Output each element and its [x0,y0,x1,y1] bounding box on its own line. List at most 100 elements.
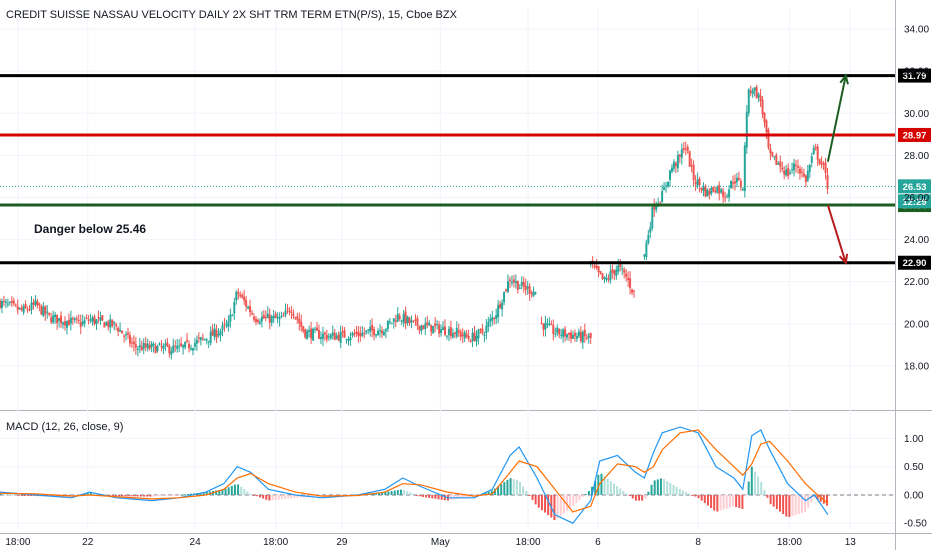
macd-histogram-bar [659,478,662,495]
candle-body [325,335,328,340]
macd-histogram-bar [569,494,572,509]
candle-body [562,329,565,337]
macd-histogram-bar [769,494,772,505]
candle-body [85,317,88,319]
candle-body [319,337,322,340]
candle-body [345,339,348,341]
candle-body [518,287,521,289]
macd-histogram-bar [434,494,437,499]
macd-histogram-bar [772,494,775,507]
time-tick-label: 22 [82,537,94,548]
candle-body [436,323,439,325]
candle-body [284,310,287,316]
macd-histogram-bar [575,494,578,503]
candle-body [532,291,535,297]
candle-body [495,314,498,319]
macd-histogram-bar [403,489,406,495]
candle-body [552,324,555,335]
macd-histogram-bar [694,494,697,497]
macd-histogram-bar [459,494,462,499]
candle-body [447,328,450,335]
macd-histogram-bar [243,489,246,495]
candle-body [56,314,59,324]
candle-body [290,311,293,313]
macd-histogram-bar [227,487,230,495]
candle-body [316,327,319,331]
candle-body [87,319,90,321]
candle-body [209,331,212,344]
macd-histogram-bar [443,494,446,501]
time-tick-label: 8 [695,537,701,548]
macd-histogram-bar [500,484,503,495]
macd-histogram-bar [791,494,794,517]
candle-body [8,301,11,303]
candle-body [162,345,165,349]
macd-histogram-bar [763,489,766,495]
candle-body [785,169,788,176]
candle-body [749,90,752,93]
macd-histogram-bar [387,491,390,495]
candle-body [154,345,157,354]
candle-body [211,329,214,336]
candle-body [355,332,358,334]
price-tick-label: 20.00 [904,319,929,330]
candle-body [542,323,545,330]
candle-body [298,319,301,324]
candle-body [670,167,673,172]
macd-histogram-bar [706,494,709,506]
macd-histogram-bar [149,494,152,497]
candle-body [189,348,192,350]
candle-body [489,318,492,322]
price-pane [0,84,829,360]
candle-body [73,318,76,320]
candle-body [312,328,315,341]
candle-body [406,316,409,323]
candle-body [329,334,332,339]
chart-title: CREDIT SUISSE NASSAU VELOCITY DAILY 2X S… [6,9,458,21]
candle-body [339,332,342,343]
candle-body [123,335,126,337]
candle-body [430,324,433,332]
candle-body [343,330,346,338]
candle-body [507,281,510,292]
candle-body [633,290,636,292]
candle-body [182,345,185,348]
macd-histogram-bar [418,494,421,497]
candle-body [254,318,257,322]
candle-body [485,325,488,334]
macd-histogram-bar [716,494,719,512]
candle-body [629,278,632,289]
candle-body [18,307,21,309]
candle-body [67,320,70,326]
time-tick-label: 18:00 [777,537,802,548]
macd-histogram-bar [710,494,713,509]
candle-body [105,322,108,326]
macd-histogram-bar [810,494,813,503]
candle-body [260,316,263,322]
level-badge-label: 22.90 [903,258,927,269]
macd-histogram-bar [396,490,399,495]
macd-histogram-bar [133,494,136,497]
candle-body [704,185,707,197]
danger-annotation: Danger below 25.46 [34,222,146,236]
candle-body [91,317,94,322]
candle-body [119,329,122,332]
candle-body [712,187,715,192]
candle-body [262,314,265,319]
price-tick-label: 24.00 [904,235,929,246]
candle-body [186,339,189,342]
candle-body [609,271,612,281]
macd-histogram-bar [697,494,700,499]
candle-body [258,321,261,324]
candle-body [471,332,474,342]
candle-body [225,324,228,326]
macd-histogram-bar [625,493,628,495]
candle-body [418,325,421,331]
candle-body [229,314,232,322]
candle-body [231,315,234,317]
candle-body [357,331,360,336]
arrow-head [838,253,849,265]
macd-line [0,426,829,524]
